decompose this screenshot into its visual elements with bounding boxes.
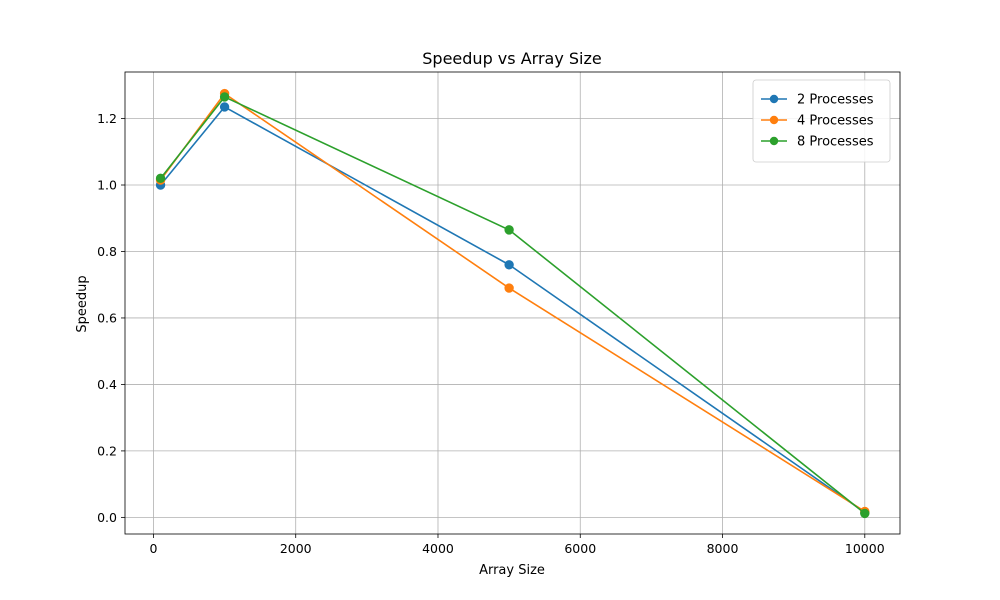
legend-label-8-processes: 8 Processes (797, 135, 874, 150)
legend-marker-4-processes (769, 115, 779, 125)
y-tick-label: 1.2 (97, 111, 117, 126)
x-tick-label: 4000 (422, 541, 454, 556)
data-point-4-processes (504, 283, 514, 293)
legend-marker-8-processes (769, 136, 779, 146)
legend-label-2-processes: 2 Processes (797, 93, 874, 108)
data-point-2-processes (504, 260, 514, 270)
y-tick-label: 0.6 (97, 310, 117, 325)
series-line-2-processes (159, 106, 866, 514)
x-tick-label: 6000 (564, 541, 596, 556)
data-point-8-processes (504, 225, 514, 235)
x-tick-label: 8000 (707, 541, 739, 556)
data-point-8-processes (219, 92, 230, 102)
series-line-8-processes (159, 96, 866, 515)
grid (125, 72, 900, 534)
series-group (155, 88, 870, 519)
legend-box (752, 79, 891, 163)
y-tick-label: 0.8 (97, 244, 117, 259)
axes: 0 2000 4000 6000 8000 10000 0.0 0.2 0.4 0.6 0.8 1.0… (97, 71, 901, 556)
y-tick-label: 1.0 (97, 178, 117, 193)
legend-label-4-processes: 4 Processes (797, 114, 874, 129)
legend: 2 Processes 4 Processes 8 Processes (752, 79, 891, 163)
x-tick-label: 10000 (845, 541, 885, 556)
y-tick-label: 0.2 (97, 443, 117, 458)
data-point-8-processes (860, 508, 870, 519)
legend-marker-2-processes (769, 94, 779, 104)
y-tick-label: 0.0 (97, 510, 117, 525)
plot-frame (124, 71, 901, 535)
x-tick-label: 0 (149, 541, 157, 556)
x-axis-label: Array Size (479, 563, 545, 578)
y-axis-label: Speedup (75, 275, 90, 332)
x-tick-label: 2000 (280, 541, 312, 556)
data-point-8-processes (155, 173, 166, 184)
data-point-2-processes (219, 102, 230, 112)
chart-title: Speedup vs Array Size (422, 49, 601, 68)
y-tick-label: 0.4 (97, 377, 117, 392)
